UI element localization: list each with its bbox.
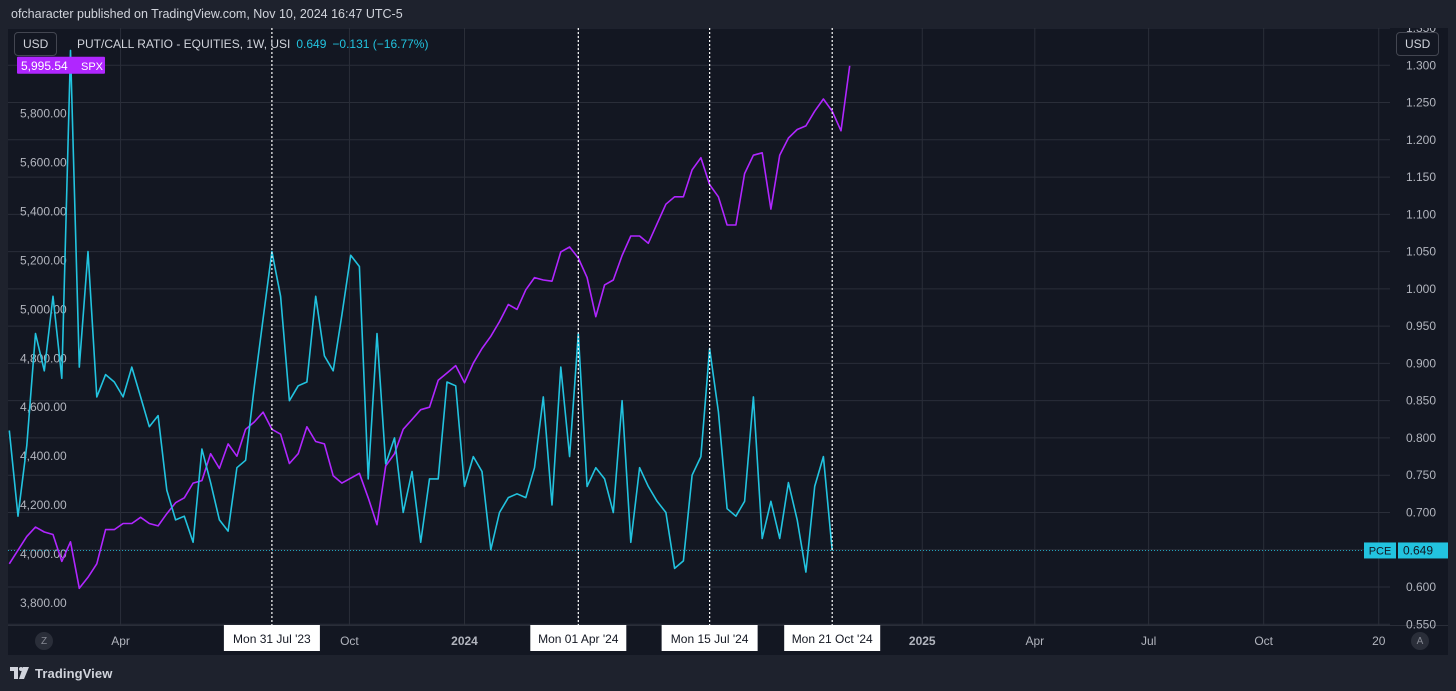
x-axis-tick-label: 2024 bbox=[451, 634, 478, 648]
legend-last-value: 0.649 bbox=[296, 37, 327, 51]
y-axis-right-tick-label: 0.900 bbox=[1406, 356, 1436, 370]
spx-price-badge: 5,995.54 SPX bbox=[17, 56, 105, 74]
x-axis-tick-label: Oct bbox=[340, 634, 359, 648]
y-axis-right-tick-label: 0.700 bbox=[1406, 505, 1436, 519]
y-axis-right-tick-label: 1.050 bbox=[1406, 245, 1436, 259]
x-axis-tick-label: Apr bbox=[1025, 634, 1044, 648]
date-marker-badge bbox=[223, 625, 320, 651]
y-axis-right-tick-label: 1.300 bbox=[1406, 58, 1436, 72]
date-marker-label: Mon 15 Jul '24 bbox=[671, 632, 749, 646]
grid-lines bbox=[8, 28, 1390, 625]
x-axis-ticks: AprOct2024Apr2025AprJulOct20 bbox=[111, 634, 1386, 648]
y-axis-left-tick-label: 4,600.00 bbox=[20, 400, 67, 414]
y-axis-right-tick-label: 1.150 bbox=[1406, 170, 1436, 184]
x-axis-tick-label: Oct bbox=[1254, 634, 1273, 648]
y-axis-right-tick-label: 0.750 bbox=[1406, 468, 1436, 482]
tradingview-logo-icon bbox=[10, 667, 29, 679]
attribution-text: ofcharacter published on TradingView.com… bbox=[11, 7, 403, 21]
x-axis-tick-label: Apr bbox=[111, 634, 130, 648]
y-axis-right-ticks: 0.5500.6000.6500.7000.7500.8000.8500.900… bbox=[1406, 28, 1436, 631]
legend-series-name: PUT/CALL RATIO - EQUITIES, 1W, USI bbox=[77, 37, 291, 51]
y-axis-left-tick-label: 4,400.00 bbox=[20, 449, 67, 463]
y-axis-right-tick-label: 1.000 bbox=[1406, 282, 1436, 296]
pce-last-value: 0.649 bbox=[1403, 543, 1433, 557]
y-axis-right-tick-label: 1.200 bbox=[1406, 133, 1436, 147]
spx-price-badge-bg bbox=[17, 56, 105, 74]
y-axis-right-tick-label: 0.850 bbox=[1406, 394, 1436, 408]
date-marker-label: Mon 21 Oct '24 bbox=[792, 632, 873, 646]
y-axis-left-tick-label: 4,200.00 bbox=[20, 498, 67, 512]
y-axis-left-tick-label: 3,800.00 bbox=[20, 596, 67, 610]
spx-series-name: SPX bbox=[81, 61, 104, 73]
pce-value-badge-bg bbox=[1398, 542, 1448, 559]
y-axis-right-tick-label: 0.600 bbox=[1406, 580, 1436, 594]
y-axis-left-tick-label: 4,000.00 bbox=[20, 547, 67, 561]
y-axis-left-tick-label: 5,600.00 bbox=[20, 156, 67, 170]
chart[interactable]: AprOct2024Apr2025AprJulOct203,800.004,00… bbox=[8, 28, 1448, 655]
date-marker-badge bbox=[784, 625, 881, 651]
pce-series-name: PCE bbox=[1369, 545, 1392, 557]
date-marker-label: Mon 31 Jul '23 bbox=[233, 632, 311, 646]
legend-change: −0.131 (−16.77%) bbox=[332, 37, 429, 51]
y-axis-left-tick-label: 5,800.00 bbox=[20, 107, 67, 121]
pce-name-badge-bg bbox=[1364, 542, 1396, 559]
series-line-spx bbox=[8, 65, 851, 590]
y-axis-right-tick-label: 1.100 bbox=[1406, 207, 1436, 221]
y-axis-left-tick-label: 5,400.00 bbox=[20, 205, 67, 219]
y-axis-right-tick-label: 0.800 bbox=[1406, 431, 1436, 445]
attribution-bar: ofcharacter published on TradingView.com… bbox=[0, 0, 1456, 28]
x-axis-tick-label: 20 bbox=[1372, 634, 1386, 648]
zoom-button[interactable]: Z bbox=[35, 632, 53, 650]
y-axis-right-tick-label: 1.350 bbox=[1406, 28, 1436, 35]
date-markers: Mon 31 Jul '23 Mon 01 Apr '24 Mon 15 Jul '… bbox=[223, 28, 881, 651]
x-axis-tick-label: Jul bbox=[1141, 634, 1156, 648]
date-marker-badge bbox=[661, 625, 758, 651]
y-axis-right-tick-label: 1.250 bbox=[1406, 96, 1436, 110]
y-axis-right-tick-label: 0.550 bbox=[1406, 617, 1436, 631]
pce-price-badge: PCE 0.649 bbox=[1364, 542, 1448, 559]
chart-frame[interactable]: AprOct2024Apr2025AprJulOct203,800.004,00… bbox=[8, 28, 1448, 655]
y-axis-left-ticks: 3,800.00 4,000.00 4,200.00 4,400.00 4,600.00… bbox=[20, 107, 67, 610]
series-legend: PUT/CALL RATIO - EQUITIES, 1W, USI 0.649… bbox=[77, 37, 428, 51]
tradingview-brand-text: TradingView bbox=[35, 665, 113, 681]
currency-button-right[interactable]: USD bbox=[1396, 32, 1440, 56]
tradingview-logo[interactable]: TradingView bbox=[10, 666, 112, 681]
x-axis-tick-label: 2025 bbox=[909, 634, 936, 648]
spx-last-value: 5,995.54 bbox=[21, 59, 68, 73]
auto-scale-button[interactable]: A bbox=[1411, 632, 1429, 650]
currency-button-left[interactable]: USD bbox=[14, 32, 58, 56]
series-line-pce bbox=[8, 49, 833, 573]
y-axis-left-tick-label: 5,000.00 bbox=[20, 302, 67, 316]
y-axis-left-tick-label: 5,200.00 bbox=[20, 253, 67, 267]
y-axis-left-tick-label: 4,800.00 bbox=[20, 351, 67, 365]
footer-bar: TradingView bbox=[0, 655, 1456, 691]
date-marker-label: Mon 01 Apr '24 bbox=[538, 632, 619, 646]
y-axis-right-tick-label: 0.950 bbox=[1406, 319, 1436, 333]
date-marker-badge bbox=[530, 625, 627, 651]
